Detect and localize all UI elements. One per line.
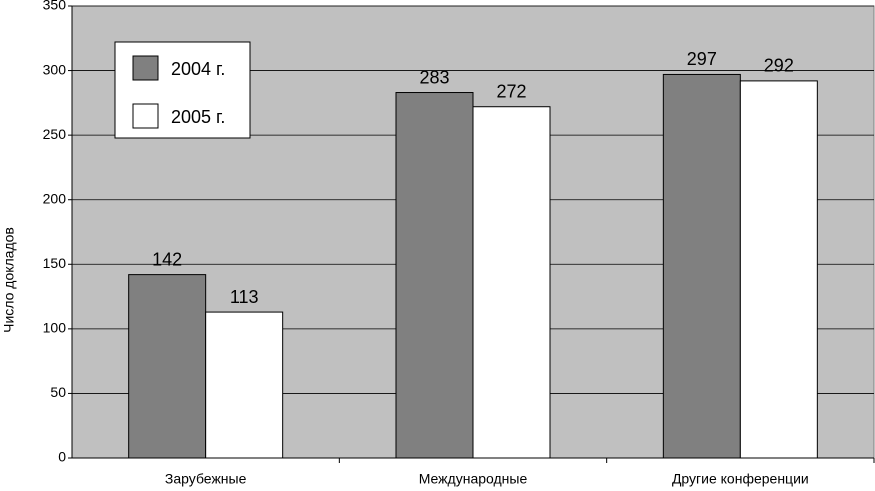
bar	[472, 106, 551, 459]
y-tick-label: 150	[43, 255, 67, 271]
bar	[395, 92, 474, 459]
value-label: 142	[152, 249, 182, 269]
y-tick-label: 100	[43, 320, 67, 336]
legend-label: 2004 г.	[171, 59, 225, 79]
value-label: 297	[687, 49, 717, 69]
legend-swatch	[132, 103, 159, 129]
y-tick-label: 200	[43, 190, 67, 206]
y-axis-label: Число докладов	[1, 227, 17, 333]
x-tick-label: Международные	[419, 471, 528, 487]
value-label: 113	[230, 287, 259, 307]
value-label: 292	[764, 56, 794, 76]
legend-swatch	[132, 55, 159, 81]
y-tick-label: 0	[58, 449, 66, 465]
y-tick-label: 350	[43, 0, 67, 13]
legend-label: 2005 г.	[171, 107, 225, 127]
y-tick-label: 50	[50, 384, 66, 400]
x-tick-label: Зарубежные	[165, 471, 247, 487]
value-label: 272	[496, 81, 526, 101]
bar	[128, 274, 207, 459]
bar	[662, 73, 741, 459]
y-tick-label: 250	[43, 126, 67, 142]
bar	[739, 80, 818, 459]
bar	[205, 311, 284, 459]
x-tick-label: Другие конференции	[672, 471, 809, 487]
value-label: 283	[419, 67, 449, 87]
y-tick-label: 300	[43, 61, 67, 77]
